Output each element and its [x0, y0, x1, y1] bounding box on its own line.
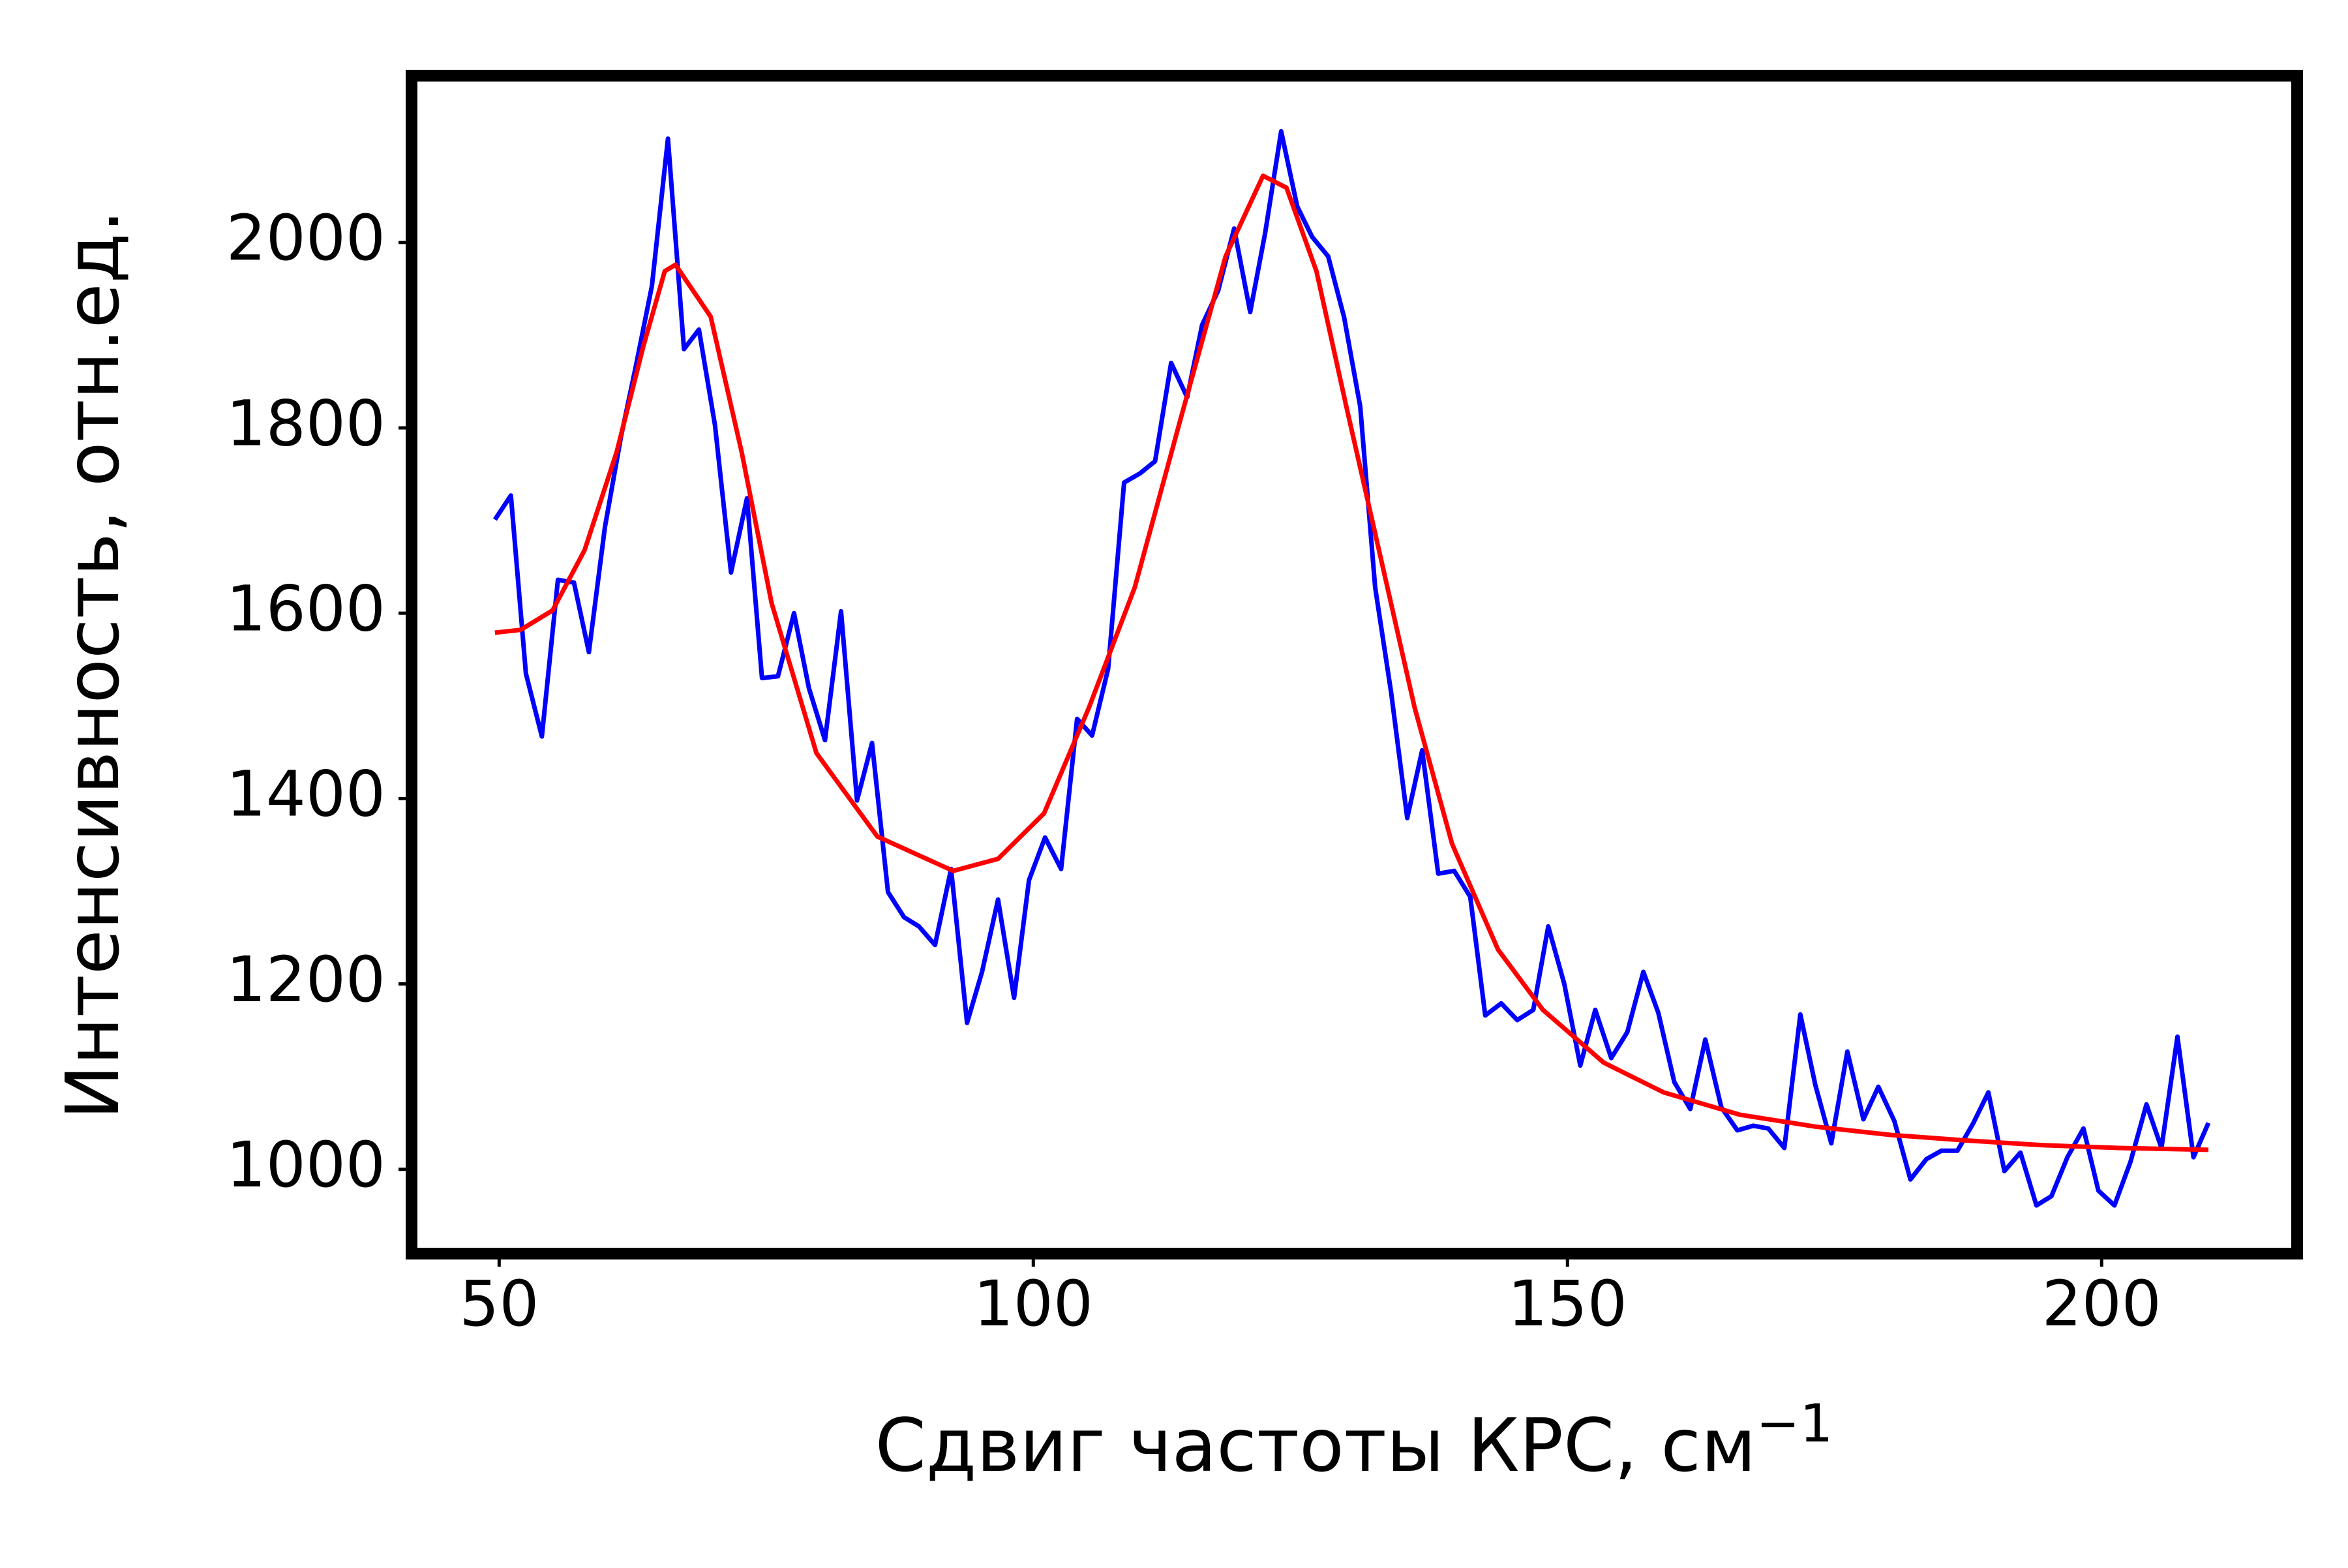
- y-tick-label: 1200: [226, 943, 385, 1016]
- y-tick-label: 1800: [226, 387, 385, 460]
- x-axis-label-text: Сдвиг частоты КРС, см: [875, 1404, 1756, 1488]
- y-tick-label: 1600: [226, 572, 385, 645]
- data-line: [492, 128, 2211, 1208]
- y-tick-label: 1400: [226, 758, 385, 831]
- x-tick-label: 150: [1508, 1267, 1627, 1340]
- y-tick-label: 2000: [226, 202, 385, 275]
- x-axis-label-superscript: −1: [1756, 1393, 1833, 1454]
- y-axis-label: Интенсивность, отн.ед.: [51, 209, 136, 1119]
- x-tick-label: 100: [974, 1267, 1093, 1340]
- data-line: [494, 173, 2209, 1153]
- y-tick-label: 1000: [226, 1128, 385, 1201]
- x-tick-label: 50: [459, 1267, 539, 1340]
- plot-frame: [406, 70, 2303, 1259]
- x-tick-label: 200: [2042, 1267, 2161, 1340]
- x-axis-label: Сдвиг частоты КРС, см−1: [875, 1393, 1833, 1488]
